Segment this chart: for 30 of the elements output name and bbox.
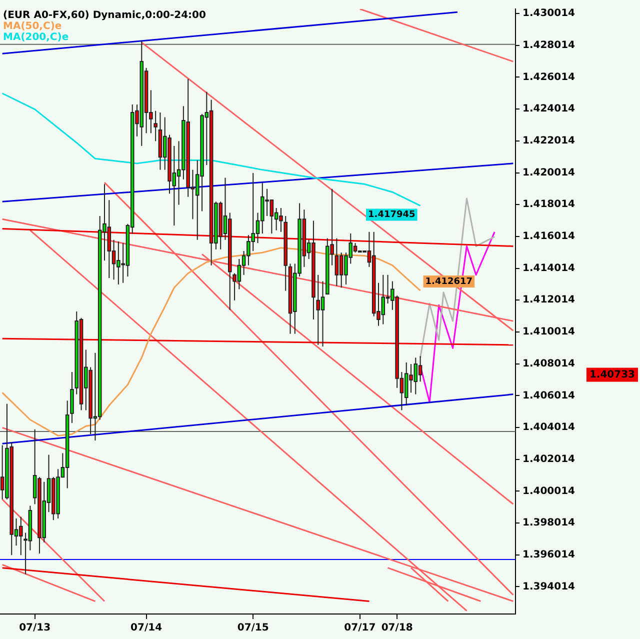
y-tick-label: 1.426014 [522,72,576,83]
text: MA(200,C)e [3,32,69,43]
text: MA(50,C)e [3,21,62,32]
y-tick-label: 1.424014 [522,104,576,115]
x-tick-label: 07/13 [19,622,51,634]
data-label: 1.417945 [368,210,416,220]
y-tick-label: 1.400014 [522,486,576,497]
x-tick-label: 07/18 [381,622,413,634]
y-tick-label: 1.408014 [522,358,576,370]
y-tick-label: 1.410014 [522,326,576,338]
x-tick-label: 07/15 [237,622,269,634]
y-tick-label: 1.428014 [522,40,576,51]
y-tick-label: 1.420014 [522,167,576,178]
y-tick-label: 1.412014 [522,294,576,306]
text: 1.40733 [589,369,635,380]
data-label: 1.412617 [425,276,473,287]
x-tick-label: 07/17 [344,622,376,634]
y-tick-label: 1.430014 [522,8,576,20]
y-tick-label: 1.422014 [522,136,576,147]
y-tick-label: 1.416014 [522,231,576,242]
y-tick-label: 1.396014 [522,549,576,560]
y-tick-label: 1.398014 [522,518,576,529]
y-tick-label: 1.406014 [522,390,576,402]
y-tick-label: 1.414014 [522,262,576,274]
y-tick-label: 1.394014 [522,581,576,592]
y-tick-label: 1.418014 [522,199,576,210]
chart-title: (EUR A0-FX,60) Dynamic,0:00-24:00 [3,10,206,21]
y-tick-label: 1.402014 [522,454,576,465]
x-tick-label: 07/14 [130,622,162,634]
y-tick-label: 1.404014 [522,422,576,434]
